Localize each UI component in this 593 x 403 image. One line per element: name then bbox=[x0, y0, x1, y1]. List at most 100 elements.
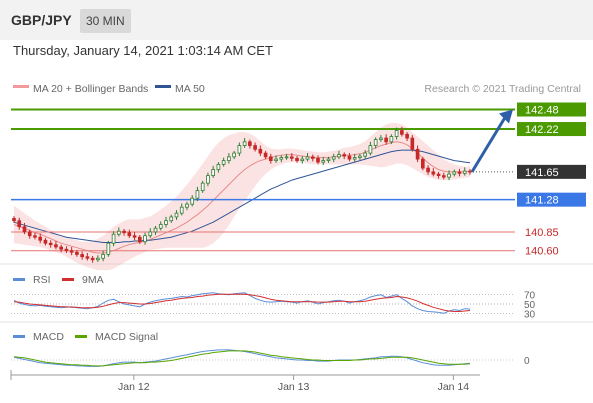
candle-body bbox=[462, 170, 467, 174]
rsi-level-label: 70 bbox=[524, 291, 536, 302]
candle-body bbox=[117, 230, 121, 235]
candle-body bbox=[457, 171, 462, 174]
candle-body bbox=[326, 158, 331, 161]
candle-body bbox=[96, 257, 100, 261]
rsi-ma-line bbox=[13, 293, 471, 312]
resistance-value: 142.48 bbox=[525, 105, 559, 117]
legend-label-ma50: MA 50 bbox=[175, 83, 205, 95]
bollinger-band bbox=[14, 123, 470, 271]
candle-body bbox=[211, 169, 215, 177]
legend-swatch-macd bbox=[13, 335, 25, 338]
ma20-line bbox=[13, 141, 471, 254]
candle-body bbox=[400, 130, 404, 135]
candle-body bbox=[90, 257, 95, 261]
legend-swatch-rsi bbox=[13, 278, 25, 281]
candle-body bbox=[426, 167, 430, 173]
legend-label-rsi-ma: 9MA bbox=[82, 274, 104, 286]
candle-body bbox=[316, 157, 320, 163]
candle-body bbox=[54, 244, 58, 248]
candle-body bbox=[358, 155, 362, 158]
resistance-tag bbox=[517, 102, 586, 117]
current-price-tag bbox=[517, 164, 586, 179]
candle-body bbox=[127, 232, 132, 237]
macd-line bbox=[13, 349, 471, 367]
legend-label-macd-signal: MACD Signal bbox=[95, 331, 158, 343]
target-value: 140.60 bbox=[525, 246, 559, 258]
candle-body bbox=[237, 145, 242, 154]
macd-signal-line bbox=[13, 350, 471, 367]
legend-label-bollinger: MA 20 + Bollinger Bands bbox=[33, 83, 148, 95]
chart-header: GBP/JPY 30 MIN bbox=[0, 0, 593, 40]
candle-body bbox=[242, 141, 247, 146]
rsi-line bbox=[13, 292, 471, 314]
candle-body bbox=[352, 157, 357, 160]
candle-body bbox=[169, 216, 174, 222]
candle-body bbox=[85, 256, 90, 259]
candle-body bbox=[300, 158, 305, 161]
candle-body bbox=[284, 156, 289, 159]
x-axis-tick-label: Jan 12 bbox=[118, 381, 150, 393]
ma50-line bbox=[13, 149, 471, 243]
candle-body bbox=[33, 235, 37, 238]
candle-body bbox=[111, 233, 116, 244]
candle-body bbox=[363, 152, 367, 157]
candle-body bbox=[415, 148, 420, 160]
forecast-arrow-head bbox=[499, 109, 513, 124]
legend-swatch-rsi-ma bbox=[62, 278, 74, 281]
candle-body bbox=[342, 154, 347, 157]
candle-body bbox=[232, 152, 236, 158]
candle-body bbox=[38, 236, 43, 241]
candle-body bbox=[305, 156, 310, 160]
chart-credit: Research © 2021 Trading Central bbox=[424, 83, 581, 95]
candle-body bbox=[405, 133, 409, 139]
candle-body bbox=[132, 235, 137, 238]
candle-body bbox=[347, 155, 352, 160]
candle-body bbox=[337, 154, 341, 158]
candle-body bbox=[22, 226, 27, 233]
rsi-level-label: 50 bbox=[524, 300, 536, 311]
chart-datetime: Thursday, January 14, 2021 1:03:14 AM CE… bbox=[13, 43, 273, 58]
candle-body bbox=[258, 148, 263, 154]
candle-body bbox=[368, 145, 373, 154]
x-axis-tick-label: Jan 13 bbox=[278, 381, 310, 393]
candle-body bbox=[410, 137, 415, 150]
candle-body bbox=[17, 220, 22, 228]
candle-body bbox=[137, 236, 142, 243]
candle-body bbox=[436, 173, 441, 177]
candle-body bbox=[447, 173, 451, 178]
candle-body bbox=[185, 203, 189, 208]
candle-body bbox=[64, 248, 69, 252]
legend-label-macd: MACD bbox=[33, 331, 64, 343]
candle-body bbox=[373, 139, 378, 146]
resistance-tag bbox=[517, 122, 586, 137]
candle-body bbox=[216, 163, 221, 171]
candle-body bbox=[12, 218, 16, 222]
candle-body bbox=[174, 212, 179, 218]
candle-body bbox=[143, 235, 147, 243]
legend-label-rsi: RSI bbox=[33, 274, 51, 286]
candle-body bbox=[27, 231, 32, 237]
candle-body bbox=[263, 152, 268, 158]
candle-body bbox=[310, 156, 315, 159]
candle-body bbox=[164, 220, 168, 225]
candle-body bbox=[200, 182, 205, 192]
timeframe-button[interactable]: 30 MIN bbox=[80, 9, 131, 33]
candle-body bbox=[101, 254, 105, 259]
candle-body bbox=[153, 227, 158, 233]
candle-body bbox=[468, 170, 472, 173]
candle-body bbox=[80, 254, 84, 258]
macd-zero-label: 0 bbox=[524, 356, 530, 367]
candle-body bbox=[48, 242, 53, 246]
candle-body bbox=[122, 230, 126, 234]
candle-body bbox=[206, 175, 210, 184]
rsi-level-label: 30 bbox=[524, 309, 536, 320]
candle-body bbox=[106, 242, 111, 255]
candle-body bbox=[331, 156, 336, 160]
candle-body bbox=[190, 197, 195, 205]
candle-body bbox=[195, 190, 200, 199]
candle-body bbox=[421, 158, 425, 169]
current-price-value: 141.65 bbox=[525, 167, 559, 179]
candle-body bbox=[379, 137, 383, 140]
support-tag bbox=[517, 192, 586, 207]
candle-body bbox=[69, 250, 74, 253]
